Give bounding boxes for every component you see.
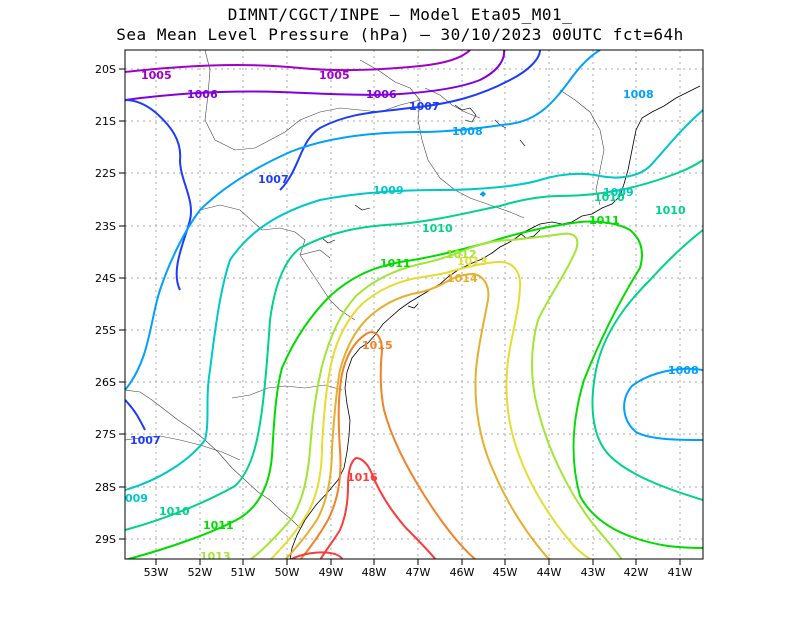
lon-tick-label: 45W [493, 566, 518, 579]
lon-tick-label: 42W [624, 566, 649, 579]
lat-tick-label: 25S [95, 324, 116, 337]
lon-axis: 53W 52W 51W 50W 49W 48W 47W 46W 45W 44W … [144, 559, 693, 579]
grid-lines [125, 50, 703, 559]
lon-tick-label: 48W [362, 566, 387, 579]
map-frame [124, 49, 704, 560]
isobars [125, 50, 703, 559]
lon-tick-label: 52W [188, 566, 213, 579]
isobar-1005 [125, 50, 471, 73]
isobar-1012 [249, 232, 623, 559]
contour-label-1011: 1011 [589, 214, 620, 227]
contour-label-1007: 1007 [258, 173, 289, 186]
isobar-1016 [319, 456, 437, 559]
lon-tick-label: 51W [231, 566, 256, 579]
contour-label-1007: 1007 [130, 434, 161, 447]
lat-tick-label: 26S [95, 376, 116, 389]
contour-label-1009: 1009 [373, 184, 404, 197]
state-borders [125, 50, 605, 529]
isobar-1010 [125, 159, 703, 531]
contour-label-1010: 1010 [594, 191, 625, 204]
contour-label-1006: 1006 [366, 88, 397, 101]
contour-label-1008: 1008 [668, 364, 699, 377]
lon-tick-label: 46W [450, 566, 475, 579]
coastline [289, 85, 701, 559]
contour-label-1013: 1013 [457, 255, 488, 268]
lat-tick-label: 27S [95, 428, 116, 441]
isobar-1007 [125, 50, 541, 431]
contour-label-1005: 1005 [141, 69, 172, 82]
contour-label-1011: 1011 [380, 257, 411, 270]
lon-tick-label: 44W [537, 566, 562, 579]
lat-tick-label: 28S [95, 481, 116, 494]
lat-tick-label: 24S [95, 272, 116, 285]
map-title-line2: Sea Mean Level Pressure (hPa) – 30/10/20… [116, 25, 684, 44]
lon-tick-label: 41W [668, 566, 693, 579]
lon-tick-label: 50W [275, 566, 300, 579]
lat-tick-label: 29S [95, 533, 116, 546]
isobar-1009 [125, 109, 703, 491]
contour-label-1010: 1010 [655, 204, 686, 217]
contour-label-1012: 1013 [200, 550, 231, 563]
isobar-1016-south [289, 551, 344, 559]
contour-label-1010: 1010 [422, 222, 453, 235]
contour-label-1007: 1007 [409, 100, 440, 113]
station-marker [480, 191, 486, 197]
lon-tick-label: 47W [406, 566, 431, 579]
isobar-labels: 1005 1005 1006 1006 1007 1007 1007 1008 … [125, 69, 699, 563]
contour-label-1014: 1014 [447, 272, 478, 285]
contour-label-1006: 1006 [187, 88, 218, 101]
contour-label-1015: 1015 [362, 339, 393, 352]
isobar-1014 [284, 272, 553, 559]
contour-label-1008: 1008 [452, 125, 483, 138]
contour-label-1009: 009 [125, 492, 148, 505]
contour-label-1005: 1005 [319, 69, 350, 82]
map-title-line1: DIMNT/CGCT/INPE – Model Eta05_M01_ [227, 5, 573, 24]
isobar-1011 [125, 220, 703, 559]
isobar-1013 [269, 260, 593, 559]
lon-tick-label: 49W [319, 566, 344, 579]
isobar-1006 [125, 50, 506, 101]
isobar-1008 [125, 50, 703, 441]
contour-label-1010: 1010 [159, 505, 190, 518]
lon-tick-label: 53W [144, 566, 169, 579]
lat-tick-label: 21S [95, 115, 116, 128]
contour-label-1012: 1012 [446, 248, 477, 261]
contour-label-1009: 1009 [603, 186, 634, 199]
lat-tick-label: 20S [95, 63, 116, 76]
lon-tick-label: 43W [581, 566, 606, 579]
lat-tick-label: 23S [95, 220, 116, 233]
contour-label-1008: 1008 [623, 88, 654, 101]
lat-tick-label: 22S [95, 167, 116, 180]
contour-label-1016: 1016 [347, 471, 378, 484]
contour-label-1011: 1011 [203, 519, 234, 532]
lat-axis: 20S 21S 22S 23S 24S 25S 26S 27S 28S 29S [95, 63, 125, 546]
isobar-1015 [299, 331, 477, 559]
